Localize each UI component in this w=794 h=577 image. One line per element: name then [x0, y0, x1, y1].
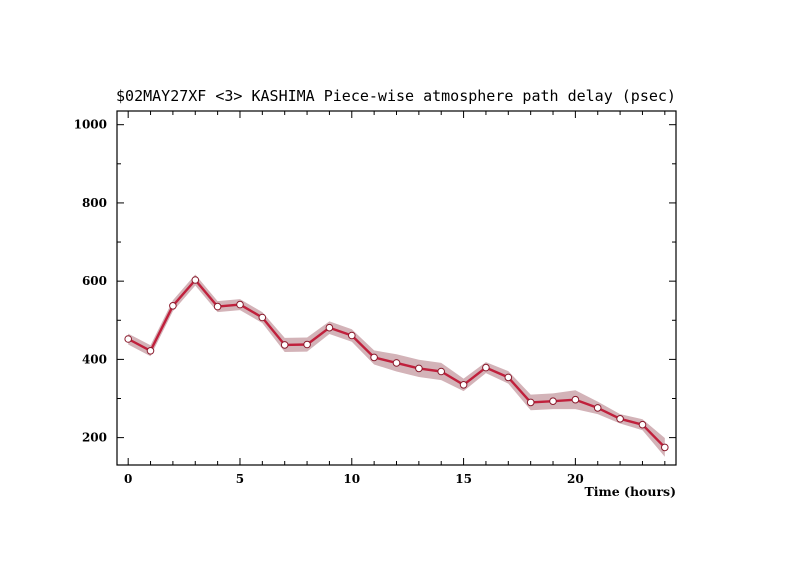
x-tick-label: 5 — [236, 472, 244, 486]
data-point — [348, 331, 356, 340]
data-point — [258, 313, 267, 322]
data-point — [437, 367, 446, 376]
y-tick-label: 800 — [82, 196, 107, 210]
data-point — [593, 404, 602, 412]
data-point — [571, 395, 580, 404]
data-point — [169, 302, 177, 310]
y-tick-label: 600 — [82, 274, 107, 288]
x-tick-label: 15 — [455, 472, 472, 486]
data-point — [504, 373, 513, 382]
x-tick-label: 0 — [124, 472, 132, 486]
y-tick-label: 400 — [82, 352, 107, 366]
plot-area — [124, 274, 669, 457]
axis-ticks: 0 5 10 15 20 200 400 600 800 1000 — [74, 111, 676, 486]
y-tick-label: 1000 — [74, 118, 107, 132]
x-tick-label: 20 — [567, 472, 584, 486]
data-point — [549, 397, 557, 406]
data-point — [236, 300, 244, 309]
data-point — [325, 323, 334, 332]
data-point — [638, 420, 647, 429]
data-point — [526, 398, 535, 407]
data-point — [392, 359, 401, 367]
data-point — [415, 364, 423, 373]
data-point — [124, 335, 132, 343]
x-tick-label: 10 — [343, 472, 360, 486]
data-point — [616, 415, 624, 423]
y-tick-label: 200 — [82, 431, 107, 445]
data-point — [146, 347, 155, 355]
chart-title: $02MAY27XF <3> KASHIMA Piece-wise atmosp… — [116, 87, 676, 105]
data-point — [303, 340, 311, 349]
data-point — [459, 381, 468, 389]
x-axis-label: Time (hours) — [584, 484, 676, 499]
data-point — [213, 302, 222, 311]
data-point — [482, 363, 490, 372]
data-point — [191, 276, 200, 284]
data-point — [661, 443, 669, 452]
data-point — [280, 341, 289, 349]
data-point — [370, 353, 378, 362]
